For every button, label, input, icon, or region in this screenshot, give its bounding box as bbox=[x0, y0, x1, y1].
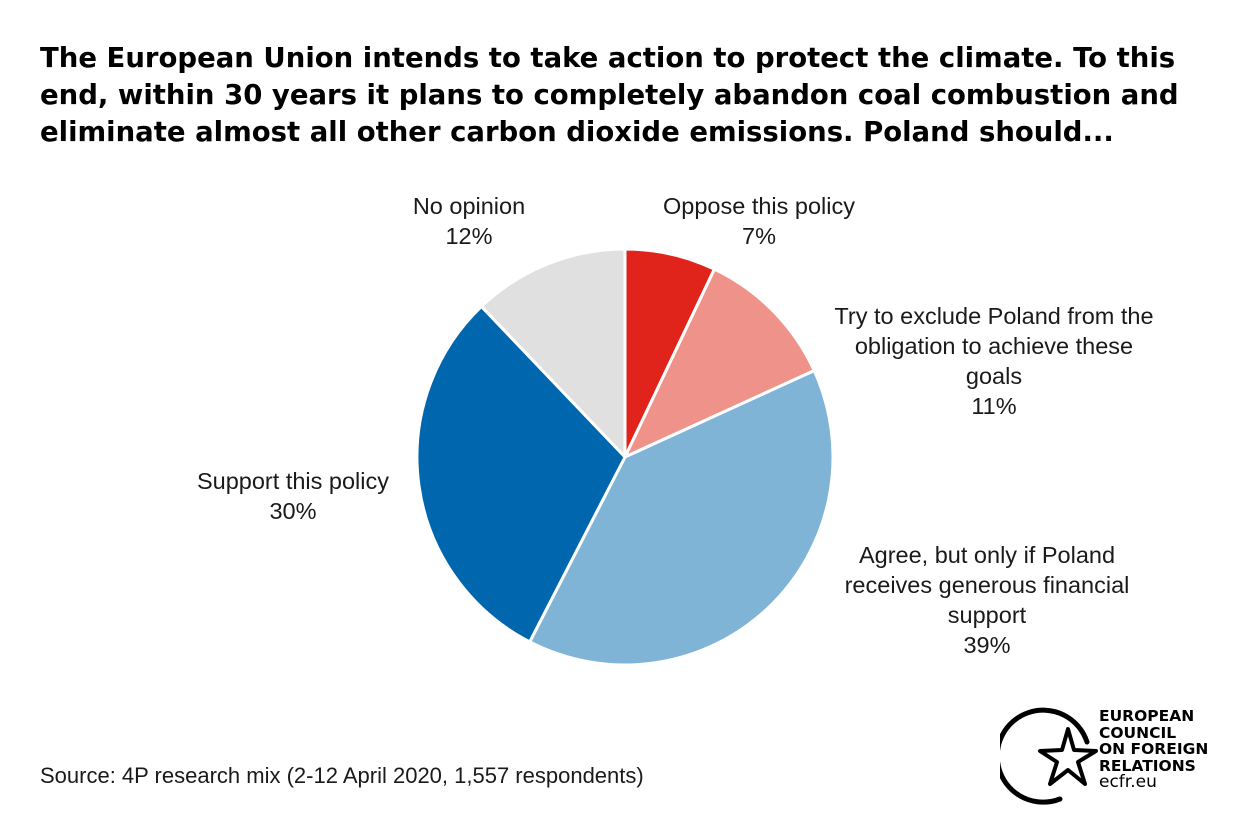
pie-slice bbox=[528, 369, 835, 667]
chart-title: The European Union intends to take actio… bbox=[40, 40, 1220, 151]
slice-label: No opinion 12% bbox=[413, 193, 525, 249]
ecfr-logo: EUROPEAN COUNCIL ON FOREIGN RELATIONS ec… bbox=[994, 695, 1230, 815]
slice-label: Agree, but only if Poland receives genero… bbox=[845, 542, 1130, 658]
pie-slice bbox=[479, 247, 627, 459]
slice-label-line: support bbox=[948, 602, 1027, 628]
logo-url: ecfr.eu bbox=[1099, 772, 1157, 792]
slice-value-label: 39% bbox=[963, 632, 1010, 658]
slice-label-line: goals bbox=[966, 363, 1022, 389]
slice-label-line: receives generous financial bbox=[845, 572, 1130, 598]
slice-value-label: 12% bbox=[445, 223, 492, 249]
slice-label-line: Try to exclude Poland from the bbox=[834, 303, 1153, 329]
logo-line: RELATIONS bbox=[1099, 756, 1196, 775]
slice-label: Try to exclude Poland from the obligation… bbox=[834, 303, 1153, 419]
logo-line: ON FOREIGN bbox=[1099, 740, 1209, 758]
slice-value-label: 11% bbox=[971, 393, 1016, 419]
chart-title-line: eliminate almost all other carbon dioxid… bbox=[40, 116, 1114, 148]
source-note: Source: 4P research mix (2-12 April 2020… bbox=[40, 763, 644, 788]
slice-label: Support this policy 30% bbox=[197, 468, 389, 524]
logo-wordmark: EUROPEAN COUNCIL ON FOREIGN RELATIONS ec… bbox=[1099, 708, 1208, 791]
logo-line: COUNCIL bbox=[1099, 723, 1177, 742]
chart-title-line: The European Union intends to take actio… bbox=[40, 42, 1176, 74]
logo-star-icon bbox=[994, 707, 1098, 805]
slice-label-line: No opinion bbox=[413, 193, 525, 219]
slice-label: Oppose this policy 7% bbox=[663, 193, 855, 249]
pie-slice bbox=[415, 304, 627, 644]
pie-slice bbox=[623, 267, 816, 459]
slice-label-line: Agree, but only if Poland bbox=[859, 542, 1115, 568]
slice-value-label: 30% bbox=[269, 498, 316, 524]
slice-label-line: obligation to achieve these bbox=[855, 333, 1133, 359]
slice-label-line: Oppose this policy bbox=[663, 193, 855, 219]
chart-title-line: end, within 30 years it plans to complet… bbox=[40, 79, 1179, 111]
slice-label-line: Support this policy bbox=[197, 468, 389, 494]
logo-line: EUROPEAN bbox=[1099, 707, 1195, 725]
slice-value-label: 7% bbox=[742, 223, 776, 249]
